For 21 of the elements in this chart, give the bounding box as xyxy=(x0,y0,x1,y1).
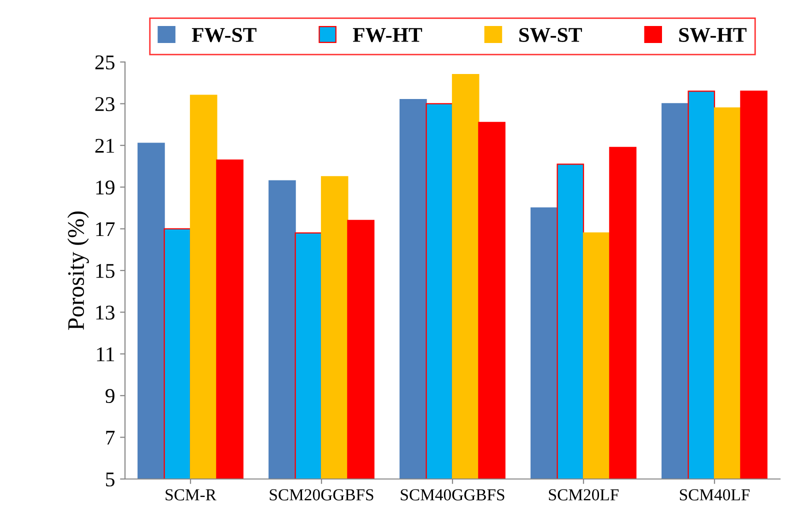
legend-label: FW-HT xyxy=(352,28,422,42)
y-tick-label: 13 xyxy=(96,306,114,320)
y-tick-label: 15 xyxy=(96,264,114,278)
x-tick-label: SCM40GGBFS xyxy=(400,489,504,500)
x-tick-label: SCM20GGBFS xyxy=(270,489,374,500)
y-tick-label: 23 xyxy=(95,97,114,112)
y-axis-title: Porosity (%) xyxy=(67,212,89,330)
legend-label: SW-ST xyxy=(519,28,582,42)
x-tick-label: SCM40LF xyxy=(680,489,750,500)
y-tick-label: 19 xyxy=(96,180,114,195)
x-tick-label: SCM-R xyxy=(166,489,216,500)
y-tick-label: 11 xyxy=(97,347,114,362)
y-tick-label: 17 xyxy=(96,222,115,236)
legend-label: FW-ST xyxy=(192,28,256,42)
y-tick-label: 9 xyxy=(106,389,114,404)
legend-label: SW-HT xyxy=(679,28,746,42)
y-tick-label: 5 xyxy=(106,472,114,486)
y-tick-label: 21 xyxy=(95,138,114,153)
x-tick-label: SCM20LF xyxy=(548,489,619,500)
y-tick-label: 25 xyxy=(95,55,114,70)
y-tick-label: 7 xyxy=(106,430,115,445)
